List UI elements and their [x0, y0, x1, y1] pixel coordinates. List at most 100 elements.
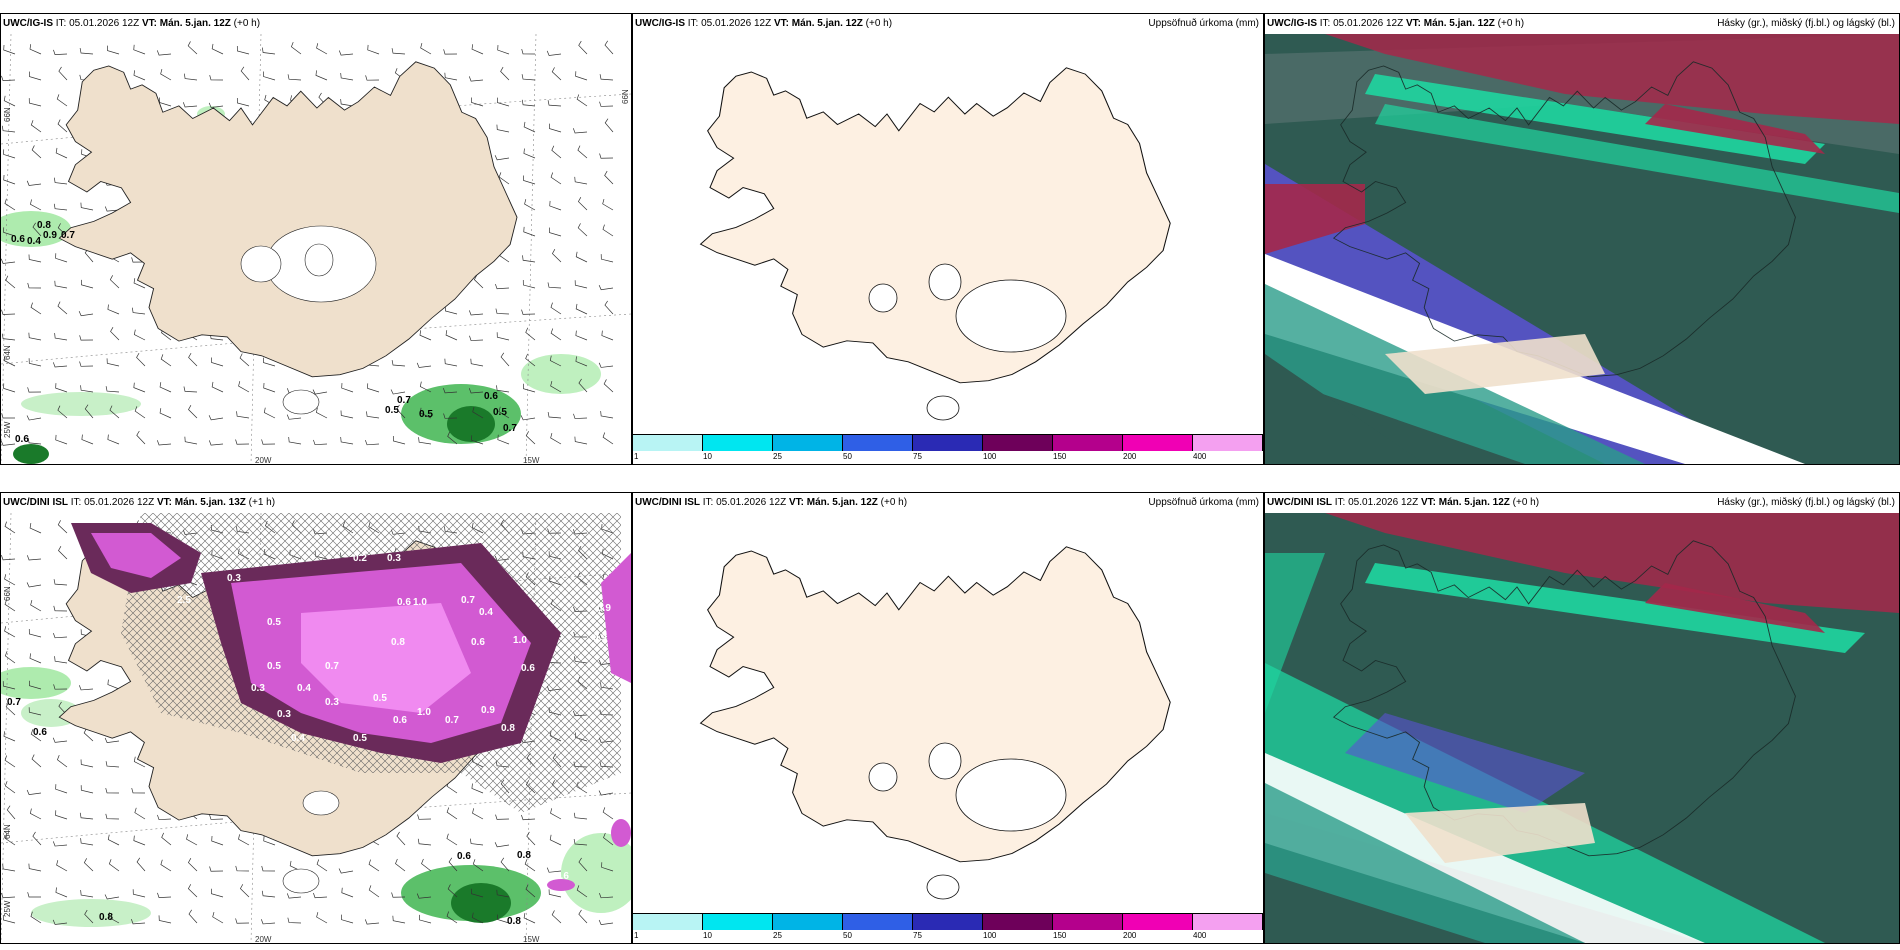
wind-barb: [30, 302, 42, 315]
wind-barb: [497, 45, 510, 55]
wind-barb: [316, 912, 328, 924]
wind-barb: [446, 911, 458, 924]
colorbar-tick: 200: [1123, 452, 1137, 461]
lat-label-66: 66N: [3, 586, 12, 601]
wind-barb: [496, 385, 510, 393]
wind-barb: [29, 680, 42, 690]
wind-barb: [551, 910, 562, 924]
wind-barb: [56, 860, 68, 872]
wind-barb: [468, 310, 484, 316]
wind-barb: [80, 759, 94, 768]
wind-barb: [500, 857, 510, 872]
wind-barb: [132, 889, 146, 898]
precip-value: 0.8: [37, 220, 51, 231]
wind-barb: [572, 128, 588, 134]
wind-barb: [3, 383, 16, 393]
wind-barb: [106, 358, 120, 367]
wind-barb: [27, 387, 42, 393]
wind-barb: [286, 414, 302, 420]
lat-label-66-right: 66N: [621, 89, 630, 104]
precip-value: 0.5: [493, 407, 507, 418]
wind-barb: [105, 787, 120, 794]
colorbar-segment: [1123, 914, 1193, 930]
colorbar-segment: [773, 914, 843, 930]
wind-barb: [52, 362, 68, 368]
wind-barb: [133, 278, 146, 289]
wind-barb: [367, 383, 380, 393]
wind-barb: [525, 353, 536, 367]
wind-barb: [551, 145, 562, 159]
wind-barb: [79, 812, 94, 820]
lon-label-25w: 25W: [3, 900, 12, 917]
colorbar-tick: 100: [983, 452, 997, 461]
wind-barb: [338, 868, 354, 874]
wind-barb: [496, 124, 510, 133]
map-canvas: [1, 513, 631, 943]
wind-barb: [136, 857, 146, 872]
wind-barb: [55, 147, 68, 159]
wind-barb: [523, 226, 536, 237]
wind-barb: [104, 894, 120, 900]
colorbar-segment: [703, 435, 773, 451]
wind-barb: [1, 333, 16, 341]
wind-barb: [208, 440, 224, 446]
wind-barb: [443, 413, 458, 419]
wind-barb: [4, 198, 16, 211]
precip-value: 0.6: [484, 391, 498, 402]
wind-barb: [55, 887, 68, 898]
wind-barb: [212, 911, 224, 924]
precip-value: 0.3: [251, 683, 265, 694]
wind-barb: [525, 431, 536, 445]
precip-value: 0.6: [393, 715, 407, 726]
wind-barb: [551, 67, 562, 81]
wind-barb: [577, 197, 588, 211]
wind-barb: [550, 381, 562, 393]
precip-value: 0.3: [227, 573, 241, 584]
wind-barb: [341, 914, 354, 924]
wind-barb: [445, 330, 458, 341]
wind-barb: [416, 362, 432, 368]
wind-barb: [1, 892, 16, 899]
wind-barb: [133, 756, 146, 768]
wind-barb: [29, 523, 42, 534]
wind-barb: [261, 919, 276, 925]
wind-barb: [598, 362, 614, 368]
panel-ig-cloud-cover: UWC/IG-IS IT: 05.01.2026 12Z VT: Mán. 5.…: [1264, 13, 1900, 465]
colorbar-tick: 1: [634, 452, 639, 461]
precip-value: 0.3: [325, 697, 339, 708]
wind-barb: [471, 44, 484, 55]
wind-barb: [419, 407, 432, 419]
wind-barb: [109, 275, 120, 289]
panel-dini-cloud-cover: UWC/DINI ISL IT: 05.01.2026 12Z VT: Mán.…: [1264, 492, 1900, 944]
precip-value: 1.0: [417, 707, 431, 718]
panel-ig-accum-precip: UWC/IG-IS IT: 05.01.2026 12Z VT: Mán. 5.…: [632, 13, 1264, 465]
colorbar-tick: 75: [913, 931, 922, 940]
wind-barb: [80, 785, 94, 794]
precip-value: 0.8: [99, 912, 113, 923]
wind-barb: [1, 413, 16, 419]
wind-barb: [525, 327, 536, 341]
wind-barb: [28, 863, 42, 872]
wind-barb: [448, 857, 458, 872]
wind-barb: [495, 283, 510, 290]
wind-barb: [315, 407, 328, 419]
wind-barb: [420, 43, 432, 55]
precip-value: 0.5: [373, 693, 387, 704]
wind-barb: [522, 280, 536, 289]
wind-barb: [263, 835, 276, 846]
wind-barb: [209, 75, 224, 81]
wind-barb: [53, 632, 68, 639]
wind-barb: [446, 833, 458, 846]
precip-value: 0.9: [481, 705, 495, 716]
wind-barb: [367, 44, 380, 55]
wind-barb: [28, 98, 42, 107]
wind-barb: [550, 172, 562, 185]
precip-value: 2.5: [177, 595, 191, 606]
wind-barb: [392, 915, 406, 924]
wind-barb: [447, 884, 458, 898]
wind-barb: [287, 917, 302, 924]
wind-barb: [133, 70, 146, 81]
panel-dini-wind-precip: UWC/DINI ISL IT: 05.01.2026 12Z VT: Mán.…: [0, 492, 632, 944]
wind-barb: [523, 383, 536, 393]
wind-barb: [396, 831, 406, 846]
